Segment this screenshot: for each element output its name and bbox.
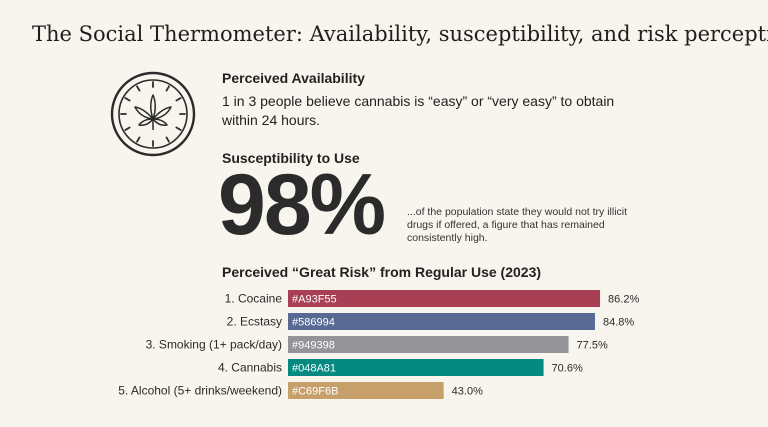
- value-label: 70.6%: [552, 363, 583, 375]
- risk-chart-heading: Perceived “Great Risk” from Regular Use …: [222, 264, 542, 280]
- bar: [288, 359, 544, 376]
- bar: [288, 313, 595, 330]
- value-label: 86.2%: [608, 294, 639, 306]
- susceptibility-heading: Susceptibility to Use: [222, 150, 360, 166]
- category-label: 2. Ecstasy: [227, 315, 282, 329]
- susceptibility-big-value: 98%: [218, 157, 386, 253]
- bar-inner-label: #A93F55: [292, 294, 337, 306]
- bar-inner-label: #949398: [292, 340, 335, 352]
- bar: [288, 336, 569, 353]
- category-label: 5. Alcohol (5+ drinks/weekend): [118, 384, 282, 398]
- risk-bar-chart: 1. Cocaine #A93F55 86.2% 2. Ecstasy #586994 8…: [118, 290, 639, 399]
- category-label: 3. Smoking (1+ pack/day): [146, 338, 282, 352]
- bar-inner-label: #C69F6B: [292, 386, 338, 398]
- page-title: The Social Thermometer: Availability, su…: [32, 22, 768, 46]
- bar: [288, 290, 601, 307]
- category-label: 4. Cannabis: [218, 361, 282, 375]
- availability-text: 1 in 3 people believe cannabis is “easy”…: [222, 93, 615, 128]
- bar-inner-label: #586994: [292, 317, 335, 329]
- value-label: 43.0%: [452, 386, 483, 398]
- availability-heading: Perceived Availability: [222, 70, 365, 86]
- bar: [288, 382, 444, 399]
- value-label: 77.5%: [577, 340, 608, 352]
- category-label: 1. Cocaine: [225, 292, 283, 306]
- cannabis-leaf-clock-icon: [110, 71, 196, 157]
- bar-inner-label: #048A81: [292, 363, 336, 375]
- value-label: 84.8%: [603, 317, 634, 329]
- susceptibility-text: ...of the population state they would no…: [407, 206, 628, 244]
